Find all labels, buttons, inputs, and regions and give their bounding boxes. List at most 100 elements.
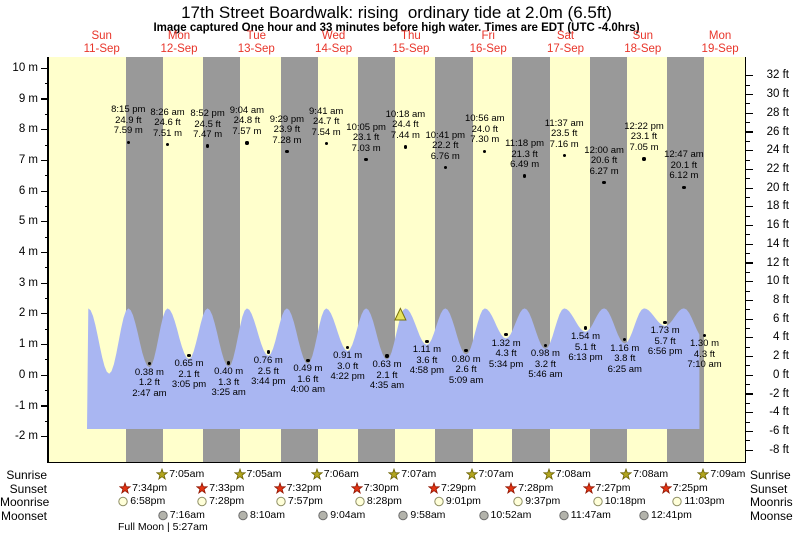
high-tide-time: 11:37 am bbox=[544, 117, 584, 129]
sunrise-entry: 7:09am bbox=[697, 468, 745, 480]
low-tide-dot bbox=[464, 349, 468, 353]
moonset-row-label-left: Moonset bbox=[0, 508, 47, 523]
low-tide-time: 3:25 am bbox=[211, 387, 246, 398]
low-tide-time: 6:56 pm bbox=[647, 346, 683, 358]
right-axis-label: 0 ft bbox=[773, 368, 789, 381]
left-axis-tick bbox=[41, 251, 49, 254]
low-tide-height-m: 0.49 m bbox=[293, 363, 323, 375]
day-label: Mon 12-Sep bbox=[160, 30, 197, 56]
sunrise-time: 7:06am bbox=[323, 468, 359, 480]
low-tide-annotation: 0.49 m 1.6 ft 4:00 am bbox=[291, 364, 325, 396]
left-axis-minor-tick bbox=[44, 236, 49, 238]
sunset-time: 7:30pm bbox=[363, 481, 399, 494]
moonset-time: 10:52am bbox=[490, 508, 532, 521]
day-date: 11-Sep bbox=[83, 43, 120, 55]
left-axis-label: 2 m bbox=[18, 307, 38, 320]
sunrise-star-icon bbox=[697, 468, 710, 480]
low-tide-height-m: 0.76 m bbox=[253, 355, 283, 366]
high-tide-annotation: 10:05 pm 23.1 ft 7.03 m bbox=[346, 121, 386, 155]
sunrise-entry: 7:05am bbox=[156, 468, 204, 480]
low-tide-height-m: 1.11 m bbox=[412, 344, 442, 356]
low-tide-dot bbox=[425, 339, 429, 343]
chart-subtitle: Image captured One hour and 33 minutes b… bbox=[153, 22, 640, 34]
right-axis-label: 12 ft bbox=[766, 256, 789, 269]
high-tide-height-ft: 24.5 ft bbox=[194, 118, 221, 130]
high-tide-annotation: 8:52 pm 24.5 ft 7.47 m bbox=[190, 108, 224, 141]
sunrise-entry: 7:07am bbox=[465, 468, 514, 480]
high-tide-annotation: 9:04 am 24.8 ft 7.57 m bbox=[229, 104, 265, 138]
moonrise-icon bbox=[276, 496, 286, 507]
low-tide-height-ft: 3.8 ft bbox=[614, 353, 636, 365]
day-name: Sun bbox=[632, 30, 654, 42]
right-axis-minor-tick bbox=[746, 159, 750, 161]
low-tide-annotation: 1.54 m 5.1 ft 6:13 pm bbox=[568, 331, 602, 364]
low-tide-dot bbox=[623, 338, 627, 342]
left-axis-label: -2 m bbox=[15, 430, 38, 443]
moonrise-time: 7:28pm bbox=[209, 495, 245, 507]
right-axis-label: 16 ft bbox=[766, 219, 789, 232]
day-label: Tue 13-Sep bbox=[238, 30, 275, 56]
day-label: Sat 17-Sep bbox=[547, 30, 584, 56]
high-tide-height-ft: 24.9 ft bbox=[115, 114, 142, 126]
moonrise-icon bbox=[592, 496, 603, 507]
left-axis-label: 3 m bbox=[18, 276, 38, 289]
left-axis-tick bbox=[41, 190, 49, 192]
high-tide-time: 9:04 am bbox=[229, 104, 265, 116]
sunrise-entry: 7:08am bbox=[620, 468, 668, 480]
high-tide-dot bbox=[205, 144, 210, 148]
right-axis-minor-tick bbox=[746, 384, 750, 386]
left-axis-label: 1 m bbox=[18, 338, 38, 351]
right-axis-tick bbox=[746, 187, 753, 189]
sunrise-entry: 7:07am bbox=[388, 468, 436, 480]
low-tide-height-ft: 5.1 ft bbox=[574, 341, 597, 353]
high-tide-height-m: 6.27 m bbox=[589, 165, 619, 177]
moonrise-entry: 8:28pm bbox=[354, 495, 402, 507]
high-tide-time: 10:18 am bbox=[385, 108, 426, 120]
sunrise-star-icon bbox=[310, 468, 323, 480]
low-tide-dot bbox=[385, 354, 389, 358]
day-label: Sun 18-Sep bbox=[624, 30, 661, 56]
right-axis-minor-tick bbox=[746, 197, 750, 198]
low-tide-height-m: 1.30 m bbox=[689, 338, 720, 350]
moonset-entry: 7:16am bbox=[157, 509, 205, 521]
high-tide-time: 10:05 pm bbox=[346, 121, 386, 133]
right-axis-minor-tick bbox=[746, 234, 750, 236]
low-tide-annotation: 1.11 m 3.6 ft 4:58 pm bbox=[410, 345, 444, 377]
moon-phase-note: Full Moon | 5:27am bbox=[118, 521, 208, 533]
right-axis-minor-tick bbox=[746, 309, 750, 311]
moonrise-time: 10:18pm bbox=[604, 495, 646, 507]
low-tide-height-ft: 2.1 ft bbox=[178, 368, 200, 380]
high-tide-height-ft: 21.3 ft bbox=[511, 148, 538, 160]
day-date: 16-Sep bbox=[469, 43, 507, 55]
right-axis-label: -6 ft bbox=[769, 424, 789, 437]
right-axis-label: 26 ft bbox=[766, 125, 789, 138]
high-tide-annotation: 10:56 am 24.0 ft 7.30 m bbox=[465, 114, 505, 146]
low-tide-height-m: 1.54 m bbox=[570, 331, 601, 342]
sunrise-star-icon bbox=[465, 468, 478, 480]
left-axis-tick bbox=[41, 344, 49, 346]
left-axis-label: 10 m bbox=[12, 61, 38, 74]
right-axis-tick bbox=[746, 243, 753, 245]
low-tide-annotation: 0.65 m 2.1 ft 3:05 pm bbox=[172, 359, 206, 391]
left-axis-minor-tick bbox=[44, 113, 49, 115]
day-name: Fri bbox=[481, 30, 495, 42]
left-axis-label: -1 m bbox=[15, 399, 38, 412]
high-tide-height-ft: 20.1 ft bbox=[670, 159, 698, 171]
sunrise-time: 7:08am bbox=[555, 468, 591, 480]
low-tide-height-m: 1.16 m bbox=[610, 342, 640, 354]
low-tide-dot bbox=[346, 345, 350, 350]
high-tide-height-m: 7.59 m bbox=[113, 125, 143, 137]
chart-title: 17th Street Boardwalk: rising ordinary t… bbox=[181, 3, 612, 22]
high-tide-height-m: 7.05 m bbox=[629, 141, 659, 153]
day-label: Sun 11-Sep bbox=[84, 30, 120, 56]
moonrise-icon bbox=[513, 496, 523, 507]
day-label: Fri 16-Sep bbox=[470, 30, 507, 56]
high-tide-dot bbox=[522, 174, 527, 178]
left-axis-minor-tick bbox=[44, 390, 49, 392]
high-tide-height-m: 7.28 m bbox=[272, 134, 302, 146]
high-tide-height-m: 6.76 m bbox=[430, 150, 460, 162]
sunset-star-icon bbox=[659, 481, 672, 494]
sunset-star-icon bbox=[582, 481, 595, 494]
right-axis-minor-tick bbox=[746, 253, 750, 255]
right-axis-tick bbox=[746, 374, 753, 376]
